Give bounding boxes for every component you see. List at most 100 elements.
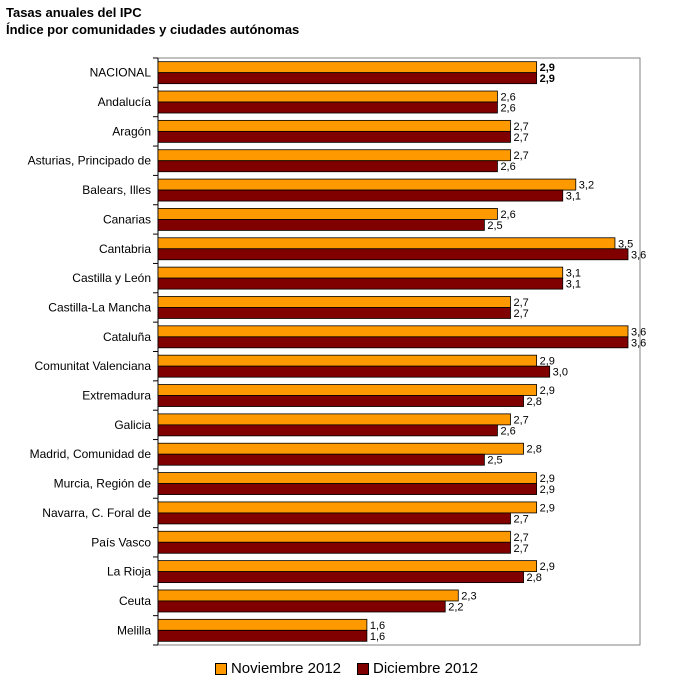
legend-swatch-diciembre xyxy=(357,662,369,675)
legend-label-diciembre: Diciembre 2012 xyxy=(373,660,479,677)
category-label: Cantabria xyxy=(99,242,151,256)
bar-diciembre xyxy=(157,424,498,437)
bar-diciembre xyxy=(157,541,511,554)
chart-title: Tasas anuales del IPC xyxy=(6,5,142,20)
bar-noviembre xyxy=(157,618,368,631)
category-label: Castilla-La Mancha xyxy=(48,300,151,314)
bar-noviembre xyxy=(157,237,616,250)
data-label: 1,6 xyxy=(370,631,385,643)
bar-diciembre xyxy=(157,453,485,466)
data-label: 3,6 xyxy=(631,249,646,261)
bar-diciembre xyxy=(157,512,511,525)
category-label: Andalucía xyxy=(98,95,152,109)
bar-diciembre xyxy=(157,629,368,642)
data-label: 2,6 xyxy=(500,425,515,437)
data-label: 2,7 xyxy=(514,297,529,309)
data-label: 3,5 xyxy=(618,238,633,250)
bar-noviembre xyxy=(157,530,511,543)
category-label: Melilla xyxy=(117,623,151,637)
bar-noviembre xyxy=(157,442,524,455)
bar-diciembre xyxy=(157,336,629,349)
data-label: 2,2 xyxy=(448,601,463,613)
bar-diciembre xyxy=(157,101,498,114)
bar-noviembre xyxy=(157,413,511,426)
bar-diciembre xyxy=(157,219,485,231)
data-label: 2,9 xyxy=(540,502,555,514)
legend-swatch-noviembre xyxy=(214,662,227,675)
data-label: 3,6 xyxy=(631,337,646,349)
bar-diciembre xyxy=(157,571,524,584)
bar-noviembre xyxy=(157,296,511,308)
category-label: Murcia, Región de xyxy=(54,477,152,491)
data-label: 3,6 xyxy=(631,326,646,338)
chart-subtitle: Índice por comunidades y ciudades autóno… xyxy=(6,22,300,37)
data-label: 2,6 xyxy=(500,103,515,115)
category-label: Aragón xyxy=(112,124,151,138)
data-label: 2,7 xyxy=(514,308,529,320)
data-label: 3,1 xyxy=(566,268,581,280)
data-label: 2,9 xyxy=(540,473,555,485)
data-label: 1,6 xyxy=(370,620,385,632)
bar-diciembre xyxy=(157,277,564,290)
data-label: 2,7 xyxy=(514,414,529,426)
data-label: 3,1 xyxy=(566,191,581,203)
data-label: 2,9 xyxy=(540,385,555,397)
bar-noviembre xyxy=(157,560,538,573)
bar-diciembre xyxy=(157,600,446,613)
category-label: Cataluña xyxy=(103,330,151,344)
data-label: 2,6 xyxy=(500,209,515,221)
bar-noviembre xyxy=(157,90,498,103)
data-label: 3,1 xyxy=(566,279,581,291)
data-label: 2,7 xyxy=(514,543,529,555)
bar-diciembre xyxy=(157,248,629,261)
category-label: Balears, Illes xyxy=(82,183,151,197)
bar-noviembre xyxy=(157,119,511,132)
data-label: 2,7 xyxy=(514,513,529,525)
category-label: Navarra, C. Foral de xyxy=(42,506,151,520)
legend-item-noviembre: Noviembre 2012 xyxy=(214,660,341,677)
data-label: 2,8 xyxy=(527,572,542,584)
bar-noviembre xyxy=(157,472,538,484)
data-label: 2,6 xyxy=(500,92,515,104)
data-label: 2,5 xyxy=(487,455,502,467)
data-label: 2,8 xyxy=(527,444,542,456)
bar-diciembre xyxy=(157,395,524,407)
category-label: Canarias xyxy=(103,212,151,226)
data-label: 2,9 xyxy=(540,73,555,85)
plot-area xyxy=(157,57,641,646)
data-label: 2,7 xyxy=(514,150,529,162)
bar-noviembre xyxy=(157,589,459,602)
bar-noviembre xyxy=(157,384,538,396)
data-label: 2,9 xyxy=(540,484,555,496)
category-label: País Vasco xyxy=(91,535,151,549)
category-label: Madrid, Comunidad de xyxy=(30,447,152,461)
data-label: 2,9 xyxy=(540,561,555,573)
data-label: 2,7 xyxy=(514,532,529,544)
category-label: NACIONAL xyxy=(90,66,152,80)
data-label: 3,0 xyxy=(553,367,568,379)
bar-noviembre xyxy=(157,501,538,514)
category-label: Comunitat Valenciana xyxy=(34,359,151,373)
bar-noviembre xyxy=(157,354,538,367)
bar-diciembre xyxy=(157,365,551,378)
category-label: Galicia xyxy=(114,418,151,432)
bar-diciembre xyxy=(157,130,511,143)
bar-diciembre xyxy=(157,189,564,202)
bar-noviembre xyxy=(157,208,498,220)
data-label: 2,9 xyxy=(540,356,555,368)
bar-noviembre xyxy=(157,61,538,74)
category-label: Castilla y León xyxy=(72,271,151,285)
bar-noviembre xyxy=(157,266,564,279)
bar-noviembre xyxy=(157,178,577,191)
category-label: Extremadura xyxy=(82,389,151,403)
bar-noviembre xyxy=(157,149,511,162)
data-label: 2,8 xyxy=(527,396,542,408)
bar-diciembre xyxy=(157,307,511,319)
category-label: La Rioja xyxy=(107,565,151,579)
category-label: Ceuta xyxy=(119,594,151,608)
bar-diciembre xyxy=(157,160,498,173)
data-label: 2,5 xyxy=(487,220,502,232)
legend-item-diciembre: Diciembre 2012 xyxy=(357,660,478,677)
data-label: 2,7 xyxy=(514,132,529,144)
